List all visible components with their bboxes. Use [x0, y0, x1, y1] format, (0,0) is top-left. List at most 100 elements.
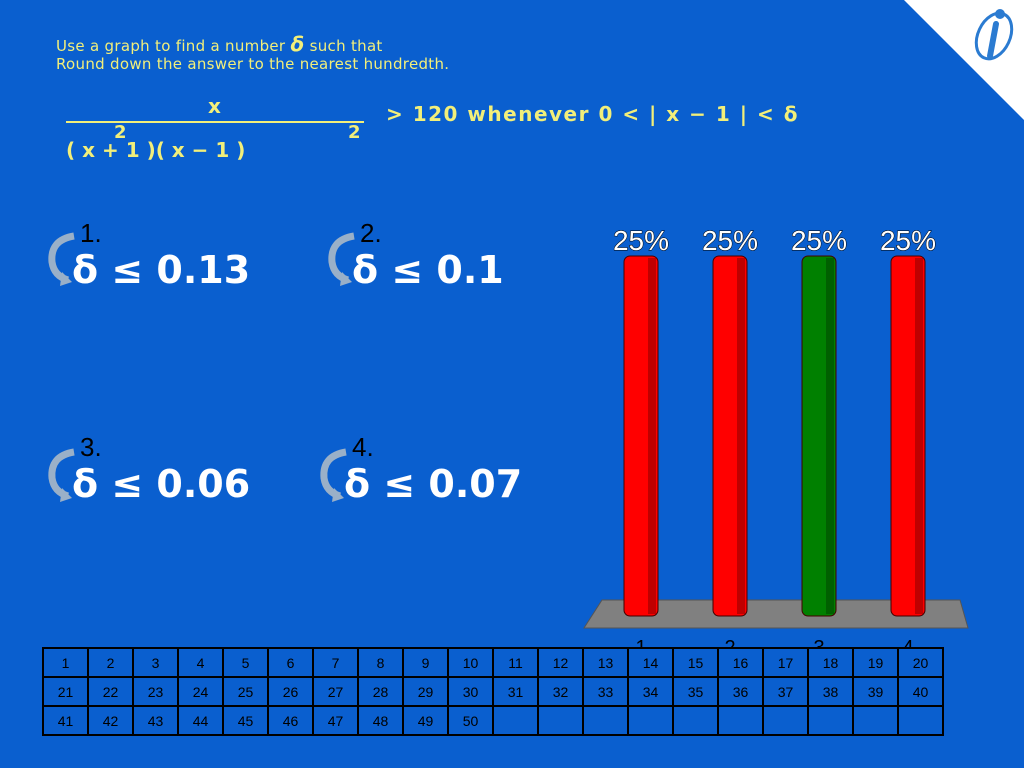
choice-2-text[interactable]: δ ≤ 0.1	[352, 248, 504, 292]
response-grid: 1 2 3 4 5 6 7 8 9 10 11 12 13 14 15 16 17 18 19 20 21 22 23 24 2…	[42, 647, 944, 736]
choice-3-number: 3.	[80, 432, 102, 462]
grid-cell: 19	[852, 647, 899, 678]
bar-data-label: 25%	[702, 225, 758, 256]
grid-cell: 41	[42, 705, 89, 736]
curved-arrow-icon	[328, 232, 355, 286]
grid-cell: 42	[87, 705, 134, 736]
chart-floor	[583, 599, 969, 629]
curved-arrow-icon	[320, 448, 347, 502]
grid-cell: 27	[312, 676, 359, 707]
grid-cell: 37	[762, 676, 809, 707]
grid-cell	[537, 705, 584, 736]
grid-cell: 49	[402, 705, 449, 736]
grid-cell: 50	[447, 705, 494, 736]
grid-cell: 32	[537, 676, 584, 707]
grid-cell	[807, 705, 854, 736]
grid-cell	[627, 705, 674, 736]
grid-cell: 14	[627, 647, 674, 678]
curved-arrow-icon	[48, 448, 75, 502]
bar-shade-3	[826, 258, 834, 614]
grid-cell: 23	[132, 676, 179, 707]
grid-cell: 44	[177, 705, 224, 736]
choice-4-text[interactable]: δ ≤ 0.07	[344, 462, 523, 506]
grid-cell: 31	[492, 676, 539, 707]
grid-cell: 43	[132, 705, 179, 736]
grid-cell: 2	[87, 647, 134, 678]
grid-cell: 34	[627, 676, 674, 707]
grid-cell: 15	[672, 647, 719, 678]
bar-2	[712, 255, 748, 617]
grid-cell	[672, 705, 719, 736]
grid-cell: 4	[177, 647, 224, 678]
grid-cell: 13	[582, 647, 629, 678]
grid-row: 41 42 43 44 45 46 47 48 49 50	[42, 705, 944, 736]
exponent-2: 2	[348, 122, 361, 143]
grid-cell: 47	[312, 705, 359, 736]
grid-row: 21 22 23 24 25 26 27 28 29 30 31 32 33 34 35 36 37 38 39 40	[42, 676, 944, 707]
grid-cell: 1	[42, 647, 89, 678]
bar-shade-2	[737, 258, 745, 614]
grid-cell: 30	[447, 676, 494, 707]
fraction-bar	[66, 121, 364, 123]
bar-data-label: 25%	[791, 225, 847, 256]
grid-cell: 29	[402, 676, 449, 707]
fraction-denominator: ( x + 1 )( x − 1 )	[66, 138, 246, 162]
grid-cell: 24	[177, 676, 224, 707]
response-bar-chart: 25%125%225%325%4	[583, 225, 969, 659]
grid-cell: 26	[267, 676, 314, 707]
question-text-after: such that	[309, 37, 383, 55]
choice-3-text[interactable]: δ ≤ 0.06	[72, 462, 251, 506]
grid-cell: 46	[267, 705, 314, 736]
grid-cell: 22	[87, 676, 134, 707]
grid-cell: 21	[42, 676, 89, 707]
bar-data-label: 25%	[880, 225, 936, 256]
grid-cell: 18	[807, 647, 854, 678]
bar-3	[801, 255, 837, 617]
grid-cell: 36	[717, 676, 764, 707]
bar-shade-4	[915, 258, 923, 614]
grid-cell: 12	[537, 647, 584, 678]
delta-symbol: δ	[290, 32, 305, 56]
choice-1-number: 1.	[80, 218, 102, 248]
grid-cell: 5	[222, 647, 269, 678]
grid-cell	[582, 705, 629, 736]
grid-cell: 16	[717, 647, 764, 678]
grid-cell: 11	[492, 647, 539, 678]
grid-cell: 6	[267, 647, 314, 678]
grid-cell: 9	[402, 647, 449, 678]
fraction-numerator: x	[208, 94, 221, 118]
grid-cell: 38	[807, 676, 854, 707]
grid-cell: 7	[312, 647, 359, 678]
choice-1-text[interactable]: δ ≤ 0.13	[72, 248, 251, 292]
iclicker-logo-icon	[974, 9, 1014, 61]
curved-arrow-icon	[48, 232, 75, 286]
grid-cell: 17	[762, 647, 809, 678]
choice-2-number: 2.	[360, 218, 382, 248]
bar-1	[623, 255, 659, 617]
choice-4-number: 4.	[352, 432, 374, 462]
grid-cell	[717, 705, 764, 736]
question-line-2: Round down the answer to the nearest hun…	[56, 55, 450, 73]
grid-cell	[492, 705, 539, 736]
grid-cell: 48	[357, 705, 404, 736]
grid-cell	[762, 705, 809, 736]
grid-cell: 39	[852, 676, 899, 707]
grid-cell: 20	[897, 647, 944, 678]
question-line-1: Use a graph to find a number δ such that	[56, 32, 383, 56]
grid-row: 1 2 3 4 5 6 7 8 9 10 11 12 13 14 15 16 17 18 19 20	[42, 647, 944, 678]
grid-cell	[897, 705, 944, 736]
grid-cell: 35	[672, 676, 719, 707]
question-text: Use a graph to find a number	[56, 37, 286, 55]
grid-cell: 45	[222, 705, 269, 736]
grid-cell: 40	[897, 676, 944, 707]
bar-data-label: 25%	[613, 225, 669, 256]
grid-cell: 28	[357, 676, 404, 707]
grid-cell: 25	[222, 676, 269, 707]
condition-text: > 120 whenever 0 < | x − 1 | < δ	[386, 102, 799, 126]
corner-decoration	[904, 0, 1024, 120]
bar-shade-1	[648, 258, 656, 614]
grid-cell: 3	[132, 647, 179, 678]
bar-4	[890, 255, 926, 617]
exponent-1: 2	[114, 122, 127, 143]
grid-cell	[852, 705, 899, 736]
